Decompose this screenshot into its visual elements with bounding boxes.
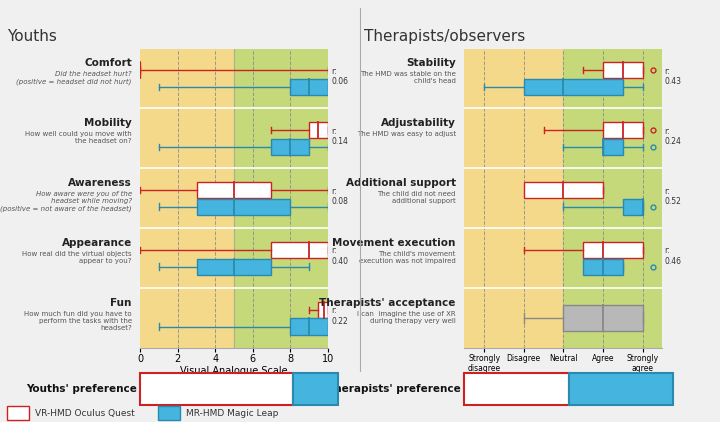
Bar bbox=[623, 199, 642, 215]
Text: r:
0.40: r: 0.40 bbox=[331, 246, 348, 266]
Text: 77%: 77% bbox=[204, 384, 229, 394]
Text: How aware were you of the
headset while moving?
(positive = not aware of the hea: How aware were you of the headset while … bbox=[0, 191, 132, 211]
Text: r:
0.52: r: 0.52 bbox=[665, 187, 681, 206]
Bar bbox=[603, 62, 643, 78]
Text: Youths: Youths bbox=[7, 29, 57, 44]
Text: I can  imagine the use of XR
during therapy very well: I can imagine the use of XR during thera… bbox=[357, 311, 456, 324]
Text: Fun: Fun bbox=[110, 298, 132, 308]
Text: How much fun did you have to
perform the tasks with the
headset?: How much fun did you have to perform the… bbox=[24, 311, 132, 330]
Text: The HMD was easy to adjust: The HMD was easy to adjust bbox=[356, 131, 456, 137]
Text: Did the headset hurt?
(positive = headset did not hurt): Did the headset hurt? (positive = headse… bbox=[17, 71, 132, 84]
Text: r:
0.22: r: 0.22 bbox=[331, 306, 348, 326]
Bar bbox=[583, 242, 643, 258]
Text: The HMD was stable on the
child's head: The HMD was stable on the child's head bbox=[360, 71, 456, 84]
Text: Appearance: Appearance bbox=[61, 238, 132, 248]
Text: Stability: Stability bbox=[406, 58, 456, 68]
Text: Therapists' preference: Therapists' preference bbox=[327, 384, 461, 394]
Text: Youths' preference: Youths' preference bbox=[26, 384, 137, 394]
Bar bbox=[197, 259, 271, 275]
Text: Movement execution: Movement execution bbox=[333, 238, 456, 248]
X-axis label: Visual Analogue Scale: Visual Analogue Scale bbox=[180, 366, 288, 376]
Bar bbox=[140, 49, 234, 348]
Text: r:
0.08: r: 0.08 bbox=[331, 187, 348, 206]
Text: Mobility: Mobility bbox=[84, 118, 132, 128]
Text: r:
0.06: r: 0.06 bbox=[331, 67, 348, 86]
Text: 50%: 50% bbox=[608, 384, 634, 394]
Bar bbox=[234, 49, 328, 348]
Text: How well could you move with
the headset on?: How well could you move with the headset… bbox=[25, 131, 132, 144]
Text: Awareness: Awareness bbox=[68, 178, 132, 188]
Bar bbox=[523, 79, 623, 95]
Text: Comfort: Comfort bbox=[84, 58, 132, 68]
Bar bbox=[318, 302, 328, 318]
Text: Therapists' acceptance: Therapists' acceptance bbox=[320, 298, 456, 308]
Text: Therapists/observers: Therapists/observers bbox=[364, 29, 525, 44]
Bar bbox=[290, 319, 328, 335]
Text: r:
0.24: r: 0.24 bbox=[665, 127, 681, 146]
Bar bbox=[309, 122, 328, 138]
Bar bbox=[197, 199, 290, 215]
Bar bbox=[603, 122, 643, 138]
Bar bbox=[271, 139, 309, 155]
Text: The child's movement
execution was not impaired: The child's movement execution was not i… bbox=[359, 251, 456, 264]
Bar bbox=[523, 182, 603, 198]
Text: r:
0.43: r: 0.43 bbox=[665, 67, 682, 86]
Bar bbox=[290, 79, 328, 95]
Text: r:
0.46: r: 0.46 bbox=[665, 246, 682, 266]
Text: VR-HMD Oculus Quest: VR-HMD Oculus Quest bbox=[35, 408, 135, 418]
Bar bbox=[271, 242, 328, 258]
Bar bbox=[583, 259, 623, 275]
Bar bbox=[464, 49, 563, 348]
Bar bbox=[563, 49, 662, 348]
Text: How real did the virtual objects
appear to you?: How real did the virtual objects appear … bbox=[22, 251, 132, 264]
Bar bbox=[563, 305, 642, 331]
Text: Additional support: Additional support bbox=[346, 178, 456, 188]
Text: 50%: 50% bbox=[504, 384, 529, 394]
Text: Adjustability: Adjustability bbox=[381, 118, 456, 128]
Bar bbox=[603, 139, 623, 155]
Text: The child did not need
additional support: The child did not need additional suppor… bbox=[377, 191, 456, 204]
Bar bbox=[197, 182, 271, 198]
Text: MR-HMD Magic Leap: MR-HMD Magic Leap bbox=[186, 408, 278, 418]
Text: r:
0.14: r: 0.14 bbox=[331, 127, 348, 146]
Text: 23%: 23% bbox=[303, 384, 328, 394]
